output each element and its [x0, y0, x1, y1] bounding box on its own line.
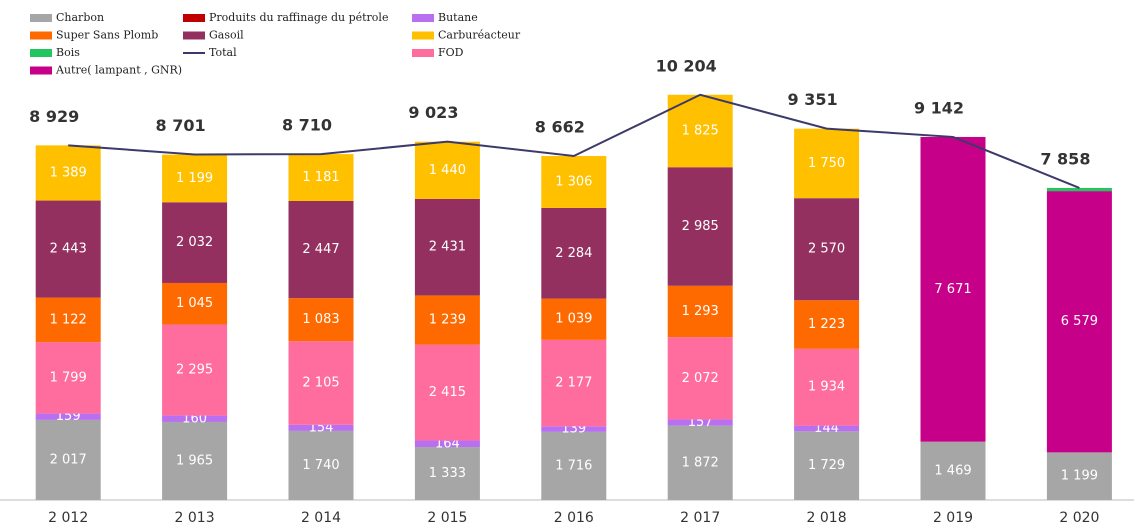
data-label: 1 750: [808, 156, 845, 171]
legend-label: Produits du raffinage du pétrole: [209, 11, 388, 24]
legend-swatch: [412, 49, 434, 57]
legend-label: Total: [209, 46, 237, 59]
total-label: 9 023: [408, 103, 458, 122]
total-label: 7 858: [1040, 149, 1090, 168]
total-label: 8 710: [282, 116, 332, 135]
data-label: 7 671: [934, 282, 971, 297]
data-label: 2 415: [429, 385, 466, 400]
data-label: 1 306: [555, 174, 592, 189]
legend-swatch: [183, 32, 205, 40]
data-label: 2 284: [555, 246, 592, 261]
x-tick-label: 2 014: [301, 510, 341, 526]
data-label: 1 469: [934, 463, 971, 478]
legend-label: FOD: [438, 46, 464, 59]
data-label: 6 579: [1061, 314, 1098, 329]
legend-label: Carburéacteur: [438, 29, 521, 42]
x-tick-label: 2 013: [175, 510, 215, 526]
data-label: 2 431: [429, 240, 466, 255]
data-label: 1 181: [302, 170, 339, 185]
data-label: 1 729: [808, 458, 845, 473]
data-label: 2 177: [555, 376, 592, 391]
data-label: 1 825: [682, 123, 719, 138]
legend-swatch: [412, 14, 434, 22]
legend-swatch: [30, 14, 52, 22]
data-label: 1 045: [176, 296, 213, 311]
data-label: 1 333: [429, 466, 466, 481]
data-label: 2 017: [50, 452, 87, 467]
total-label: 10 204: [656, 56, 717, 75]
data-label: 1 223: [808, 317, 845, 332]
x-tick-label: 2 016: [554, 510, 594, 526]
data-label: 1 740: [302, 458, 339, 473]
data-label: 2 032: [176, 235, 213, 250]
data-label: 1 199: [176, 171, 213, 186]
legend-swatch: [183, 14, 205, 22]
total-label: 8 662: [535, 117, 585, 136]
data-label: 1 872: [682, 455, 719, 470]
x-tick-label: 2 015: [427, 510, 467, 526]
data-label: 1 293: [682, 304, 719, 319]
legend-label: Autre( lampant , GNR): [55, 64, 182, 77]
x-tick-label: 2 019: [933, 510, 973, 526]
x-tick-label: 2 012: [48, 510, 88, 526]
data-label: 1 199: [1061, 469, 1098, 484]
data-label: 1 083: [302, 312, 339, 327]
data-label: 2 072: [682, 371, 719, 386]
data-label: 1 039: [555, 312, 592, 327]
legend-label: Butane: [438, 11, 478, 24]
x-tick-label: 2 020: [1059, 510, 1099, 526]
data-label: 2 570: [808, 242, 845, 257]
data-label: 1 799: [50, 370, 87, 385]
total-label: 8 701: [156, 116, 206, 135]
legend-label: Gasoil: [209, 29, 244, 42]
data-label: 2 295: [176, 363, 213, 378]
x-tick-label: 2 018: [807, 510, 847, 526]
data-label: 2 985: [682, 219, 719, 234]
data-label: 2 105: [302, 375, 339, 390]
data-label: 2 443: [50, 242, 87, 257]
data-label: 1 239: [429, 313, 466, 328]
data-label: 2 447: [302, 242, 339, 257]
data-label: 1 934: [808, 380, 845, 395]
total-label: 9 351: [788, 90, 838, 109]
legend-label: Super Sans Plomb: [56, 29, 158, 42]
legend-swatch: [412, 32, 434, 40]
data-label: 1 965: [176, 453, 213, 468]
x-tick-label: 2 017: [680, 510, 720, 526]
legend-label: Charbon: [56, 11, 104, 24]
data-label: 1 389: [50, 165, 87, 180]
legend-swatch: [30, 67, 52, 75]
total-label: 8 929: [29, 107, 79, 126]
legend-swatch: [30, 49, 52, 57]
data-label: 1 716: [555, 458, 592, 473]
legend-label: Bois: [56, 46, 80, 59]
total-label: 9 142: [914, 98, 964, 117]
bar-segment: [1047, 188, 1112, 191]
data-label: 1 440: [429, 163, 466, 178]
data-label: 1 122: [50, 312, 87, 327]
legend-swatch: [30, 32, 52, 40]
